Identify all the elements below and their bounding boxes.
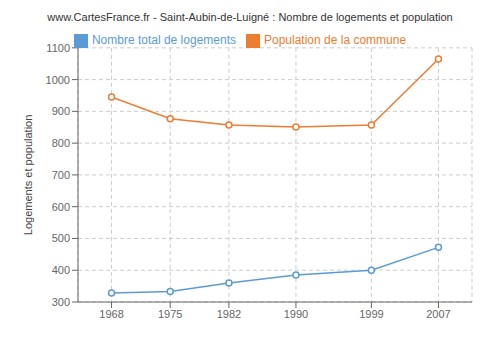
svg-text:2007: 2007 [426, 308, 450, 320]
html-text:Nombre total de logements: Nombre total de logements [91, 33, 236, 47]
svg-text:500: 500 [52, 232, 70, 244]
html-text:www.CartesFrance.fr - Saint-Au: www.CartesFrance.fr - Saint-Aubin-de-Lui… [47, 11, 453, 23]
svg-text:1982: 1982 [217, 308, 241, 320]
svg-text:1975: 1975 [158, 308, 182, 320]
svg-text:1000: 1000 [46, 74, 70, 86]
svg-text:Logements et population: Logements et population [22, 115, 34, 235]
svg-text:300: 300 [52, 296, 70, 308]
svg-text:1100: 1100 [46, 42, 70, 54]
svg-text:900: 900 [52, 105, 70, 117]
svg-text:400: 400 [52, 264, 70, 276]
svg-text:1990: 1990 [284, 308, 308, 320]
html-text:Population de la commune: Population de la commune [264, 33, 407, 47]
svg-text:600: 600 [52, 201, 70, 213]
svg-text:1968: 1968 [99, 308, 123, 320]
svg-text:700: 700 [52, 169, 70, 181]
svg-text:1999: 1999 [359, 308, 383, 320]
svg-text:800: 800 [52, 137, 70, 149]
